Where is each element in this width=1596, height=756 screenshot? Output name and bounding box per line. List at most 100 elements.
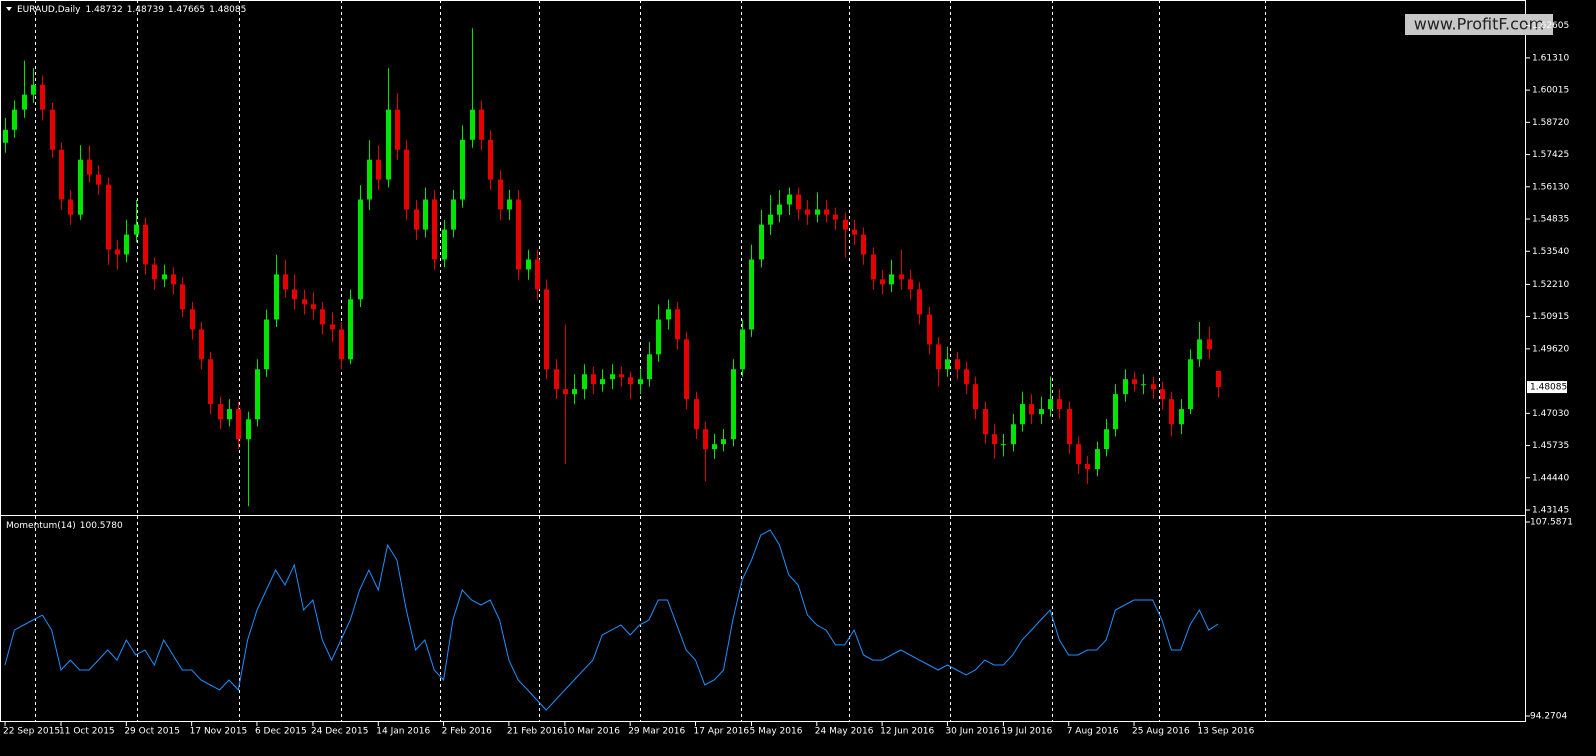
candle-body [339,329,344,360]
candle-body [1141,384,1146,386]
candle-body [78,159,83,215]
x-tick-label: 10 Mar 2016 [563,727,620,737]
candle-body [414,209,419,230]
candle-body [171,274,176,285]
candle-body [479,109,484,140]
candle-body [843,219,848,230]
candle-body [404,149,409,210]
candle-body [666,309,671,320]
candle-body [554,369,559,390]
candle-body [1179,409,1184,425]
candle-body [31,84,36,95]
x-tick-label: 13 Sep 2016 [1197,727,1254,737]
candle-body [777,204,782,215]
candle-body [712,444,717,450]
candle-body [1029,404,1034,415]
candle-body [647,354,652,380]
candle-body [162,274,167,280]
candle-body [507,199,512,210]
candle-body [824,209,829,215]
x-tick-label: 5 May 2016 [749,727,802,737]
price-tag-label: 1.48085 [1530,383,1567,393]
candle-body [815,209,820,215]
candle-body [1188,359,1193,410]
candle-body [805,209,810,215]
y-tick-label: 1.44440 [1532,473,1569,483]
candle-body [208,359,213,405]
candle-body [292,289,297,300]
price-tag [1527,381,1567,394]
candle-body [152,264,157,280]
candle-body [1123,379,1128,395]
menu-arrow [6,7,12,11]
candle-body [1057,399,1062,410]
candle-body [880,279,885,285]
candle-body [619,374,624,378]
candle-body [348,299,353,360]
candle-body [908,279,913,290]
candle-body [199,329,204,360]
candle-body [610,374,615,380]
x-tick-label: 6 Dec 2015 [255,727,307,737]
candle-body [1048,399,1053,410]
candle-body [927,314,932,345]
candle-body [535,259,540,290]
x-tick-label: 25 Aug 2016 [1132,727,1190,737]
candle-body [675,309,680,340]
candle-body [106,184,111,250]
candle-body [628,377,633,385]
candle-body [936,344,941,370]
candle-body [871,254,876,280]
candle-body [264,319,269,370]
candle-body [302,299,307,305]
candle-body [274,274,279,320]
candle-body [1151,384,1156,390]
candle-body [1216,370,1221,388]
candle-body [703,429,708,450]
symbol: EURAUD,Daily [17,5,81,15]
y-tick-label: 1.45735 [1532,441,1569,451]
candle-body [740,329,745,370]
candle-body [852,229,857,235]
candle-body [1095,449,1100,470]
candle-body [973,384,978,410]
candle-body [498,179,503,210]
candle-body [983,409,988,435]
candle-body [59,149,64,200]
x-tick-label: 22 Sep 2015 [3,727,60,737]
candle-body [320,309,325,325]
candle-body [768,214,773,225]
candle-body [721,439,726,445]
candle-body [945,359,950,370]
y2-tick-label: 94.2704 [1530,712,1567,722]
y-tick-label: 1.50915 [1532,312,1569,322]
candle-body [582,374,587,390]
candle-body [376,159,381,180]
candle-body [992,434,997,445]
candle-body [143,224,148,265]
candle-body [1197,339,1202,360]
candle-body [68,199,73,215]
candle-body [1001,444,1006,446]
candle-body [255,369,260,420]
candle-body [572,389,577,395]
frame [0,0,1526,722]
candle-body [796,194,801,210]
x-tick-label: 2 Feb 2016 [442,727,493,737]
candle-body [3,129,8,143]
candle-body [432,199,437,260]
candle-body [330,324,335,330]
y-tick-label: 1.53540 [1532,247,1569,257]
candle-body [787,194,792,205]
candle-body [180,284,185,310]
y-tick-label: 1.49620 [1532,344,1569,354]
y-tick-label: 1.62605 [1532,21,1569,31]
candle-body [1067,409,1072,445]
candle-body [311,304,316,310]
candle-body [246,419,251,440]
candle-body [544,289,549,370]
watermark-box [1405,14,1553,35]
candle-body [1020,404,1025,425]
indicator-value: 100.5780 [80,521,123,531]
candle-body [1085,464,1090,470]
